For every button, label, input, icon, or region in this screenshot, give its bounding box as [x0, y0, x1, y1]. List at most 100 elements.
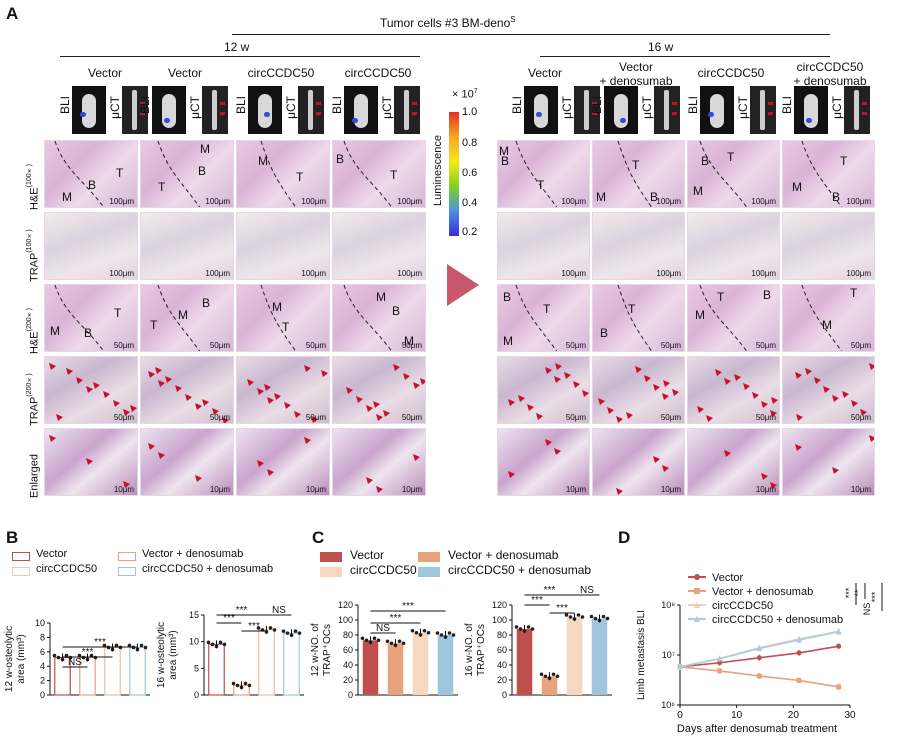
data-point: [243, 681, 248, 686]
tissue-label: M: [62, 190, 72, 204]
data-point: [422, 628, 427, 633]
histology-tile: 50μm: [140, 356, 234, 424]
data-point: [593, 616, 598, 621]
bli-label: BLI: [780, 96, 794, 115]
legend-c-label-2: circCCDC50: [350, 563, 417, 577]
x-tick-label: 30: [844, 710, 856, 721]
y-tick-label: 120: [338, 600, 353, 610]
y-tick-label: 10⁷: [662, 650, 675, 660]
scale-bar-label: 50μm: [401, 413, 422, 422]
histology-tile: 50μm: [687, 284, 780, 352]
y-tick-label: 10: [189, 637, 199, 647]
scale-bar-label: 10μm: [209, 485, 230, 494]
tissue-label: B: [763, 288, 772, 302]
data-point: [376, 638, 381, 643]
tissue-label: M: [792, 180, 802, 194]
data-point: [247, 683, 252, 688]
data-point: [89, 653, 94, 658]
bli-label: BLI: [138, 96, 152, 115]
data-point: [756, 645, 763, 651]
y-tick-label: 60: [497, 645, 507, 655]
data-point: [56, 655, 61, 660]
y-tick-label: 0: [194, 690, 199, 700]
tissue-label: M: [200, 142, 210, 156]
tissue-label: M: [376, 290, 386, 304]
y-axis-label: 12 w-osteolytic: [4, 626, 15, 692]
y-tick-label: 100: [492, 615, 507, 625]
row-label: TRAP(200×): [26, 373, 41, 426]
scale-bar-label: 100μm: [397, 197, 422, 206]
scale-bar-label: 100μm: [751, 197, 776, 206]
data-point: [397, 639, 402, 644]
bar: [566, 617, 583, 695]
significance-label: ***: [870, 591, 880, 602]
data-point: [52, 653, 57, 658]
y-axis-label: area (mm³): [16, 634, 27, 683]
legend-label: Vector: [712, 572, 744, 584]
bli-image: [344, 86, 378, 134]
y-axis-label: 16 w-NO. of: [464, 623, 475, 677]
data-point: [564, 613, 569, 617]
y-tick-label: 80: [497, 630, 507, 640]
legend-c-swatch-1: [320, 552, 342, 562]
scale-bar-label: 100μm: [846, 197, 871, 206]
tissue-label: T: [632, 158, 640, 172]
tissue-label: M: [404, 334, 414, 348]
scale-bar-label: 10μm: [755, 485, 776, 494]
rule-16w: [540, 56, 830, 57]
uct-label: μCT: [188, 96, 202, 119]
tissue-label: M: [503, 334, 513, 348]
y-axis-label: TRAP⁺OCs: [476, 624, 487, 676]
y-tick-label: 5: [194, 663, 199, 673]
legend-c-label-1: Vector: [350, 548, 385, 562]
tissue-label: B: [392, 304, 401, 318]
y-tick-label: 40: [497, 660, 507, 670]
histology-tile: 10μm: [782, 428, 875, 496]
tissue-label: M: [822, 318, 832, 332]
histology-tile: 100μm: [332, 212, 426, 280]
data-point: [360, 636, 365, 641]
y-axis-label: 12 w-NO. of: [310, 623, 321, 677]
scale-bar-label: 100μm: [846, 269, 871, 278]
legend-c-label-3: Vector + denosumab: [448, 548, 559, 562]
data-point: [717, 660, 723, 666]
histology-tile: 100μm: [236, 140, 330, 208]
data-point: [576, 613, 581, 617]
tissue-label: T: [282, 320, 290, 334]
tissue-label: B: [336, 152, 345, 166]
colorbar-tick-1: 1.0: [462, 106, 478, 118]
x-tick-label: 10: [731, 710, 743, 721]
histology-tile: 100μm: [236, 212, 330, 280]
label-16w: 16 w: [648, 40, 674, 54]
tissue-label: B: [501, 154, 510, 168]
scale-bar-label: 10μm: [565, 485, 586, 494]
panel-letter-c: C: [312, 528, 325, 547]
significance-label: NS: [862, 603, 872, 616]
data-point: [447, 631, 452, 635]
uct-label: μCT: [380, 96, 394, 119]
x-tick-label: 0: [677, 710, 683, 721]
histology-tile: 50μm: [332, 284, 426, 352]
significance-label: **: [853, 589, 863, 597]
data-point: [102, 643, 107, 648]
histology-tile: 100μm: [782, 212, 875, 280]
tissue-label: B: [503, 290, 512, 304]
y-tick-label: 0: [40, 690, 45, 700]
scale-bar-label: 100μm: [397, 269, 422, 278]
tissue-label: T: [717, 290, 725, 304]
y-tick-label: 8: [40, 632, 45, 642]
data-point: [139, 643, 144, 648]
scale-bar-label: 100μm: [561, 269, 586, 278]
legend-marker: [694, 588, 700, 594]
scale-bar-label: 50μm: [660, 341, 681, 350]
colorbar-tick-2: 0.8: [462, 137, 478, 149]
data-point: [256, 626, 261, 630]
data-point: [716, 655, 723, 662]
data-point: [756, 655, 762, 661]
data-point: [518, 627, 523, 631]
data-point: [836, 684, 842, 690]
uct-image: [298, 86, 324, 134]
